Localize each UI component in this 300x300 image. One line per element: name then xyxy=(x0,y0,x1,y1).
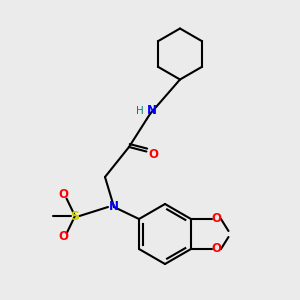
Text: N: N xyxy=(146,104,157,118)
Text: S: S xyxy=(70,209,80,223)
Text: O: O xyxy=(148,148,158,161)
Text: H: H xyxy=(136,106,143,116)
Text: O: O xyxy=(58,188,68,202)
Text: N: N xyxy=(109,200,119,214)
Text: O: O xyxy=(212,212,221,226)
Text: O: O xyxy=(212,242,221,256)
Text: O: O xyxy=(58,230,68,244)
